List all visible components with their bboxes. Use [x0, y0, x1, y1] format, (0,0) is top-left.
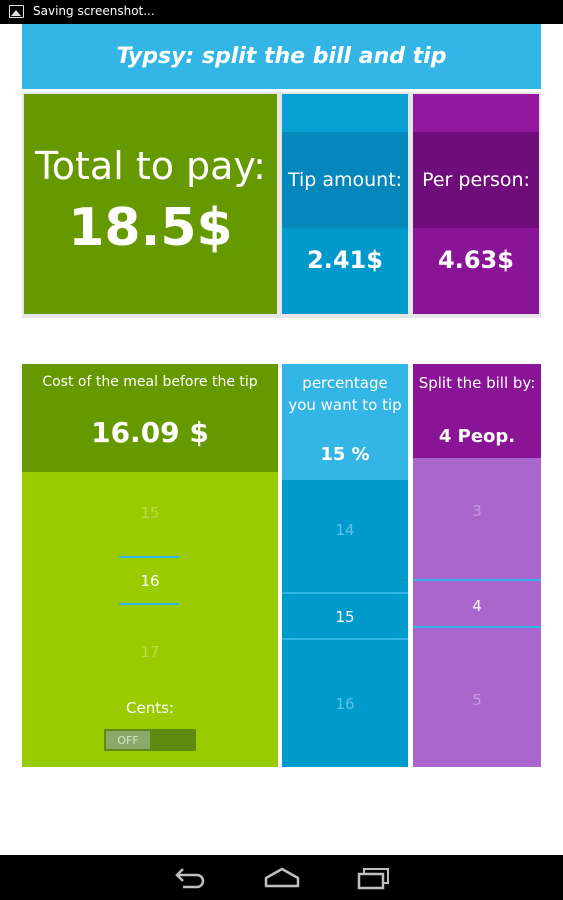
back-icon[interactable]	[170, 866, 210, 890]
total-value: 18.5$	[68, 198, 233, 258]
tip-percentage-label: percentage you want to tip	[288, 374, 402, 414]
split-bill-panel: Split the bill by: 4 Peop. 3 4 5	[413, 364, 541, 767]
image-icon	[9, 5, 24, 18]
percentage-picker-prev[interactable]: 14	[335, 521, 355, 539]
tip-amount-tile: Tip amount: 2.41$	[282, 94, 408, 314]
navigation-bar	[0, 855, 563, 900]
meal-cost-panel: Cost of the meal before the tip 16.09 $ …	[22, 364, 278, 767]
meal-picker-divider-top	[119, 556, 179, 558]
meal-picker-divider-bottom	[119, 603, 179, 605]
status-text: Saving screenshot...	[33, 4, 155, 18]
meal-picker-prev[interactable]: 15	[140, 504, 160, 522]
tip-percentage-value: 15 %	[320, 444, 370, 465]
percentage-picker-divider-bottom	[282, 638, 408, 640]
app-title-bar: Typsy: split the bill and tip	[22, 24, 541, 89]
percentage-picker-current[interactable]: 15	[335, 608, 355, 626]
per-person-tile: Per person: 4.63$	[413, 94, 539, 314]
tip-amount-label: Tip amount:	[282, 132, 408, 228]
split-bill-value: 4 Peop.	[438, 426, 516, 447]
total-tile: Total to pay: 18.5$	[24, 94, 277, 314]
split-picker-prev[interactable]: 3	[472, 502, 482, 520]
meal-cost-value: 16.09 $	[91, 416, 209, 449]
per-person-label: Per person:	[413, 132, 539, 228]
percentage-picker-next[interactable]: 16	[335, 695, 355, 713]
tip-percentage-panel: percentage you want to tip 15 % 14 15 16	[282, 364, 408, 767]
tip-amount-value: 2.41$	[307, 246, 383, 274]
split-picker-current[interactable]: 4	[472, 597, 482, 615]
per-person-value: 4.63$	[438, 246, 514, 274]
meal-picker-next[interactable]: 17	[140, 643, 160, 661]
split-picker-divider-top	[413, 579, 541, 581]
split-bill-header: Split the bill by: 4 Peop.	[413, 364, 541, 458]
meal-cost-label: Cost of the meal before the tip	[42, 374, 258, 390]
percentage-picker-divider-top	[282, 592, 408, 594]
app-title: Typsy: split the bill and tip	[116, 44, 447, 69]
cents-toggle[interactable]: OFF	[104, 729, 196, 751]
cents-toggle-knob: OFF	[106, 731, 150, 749]
total-label: Total to pay:	[35, 144, 266, 188]
cents-label: Cents:	[126, 699, 174, 717]
split-picker-divider-bottom	[413, 626, 541, 628]
recents-icon[interactable]	[354, 866, 394, 890]
meal-cost-header: Cost of the meal before the tip 16.09 $	[22, 364, 278, 472]
tip-percentage-header: percentage you want to tip 15 %	[282, 364, 408, 480]
summary-row: Total to pay: 18.5$ Tip amount: 2.41$ Pe…	[22, 92, 541, 318]
meal-picker-current[interactable]: 16	[140, 572, 160, 590]
split-picker-next[interactable]: 5	[472, 691, 482, 709]
home-icon[interactable]	[262, 866, 302, 890]
status-bar: Saving screenshot...	[0, 0, 563, 24]
split-bill-label: Split the bill by:	[418, 374, 536, 392]
